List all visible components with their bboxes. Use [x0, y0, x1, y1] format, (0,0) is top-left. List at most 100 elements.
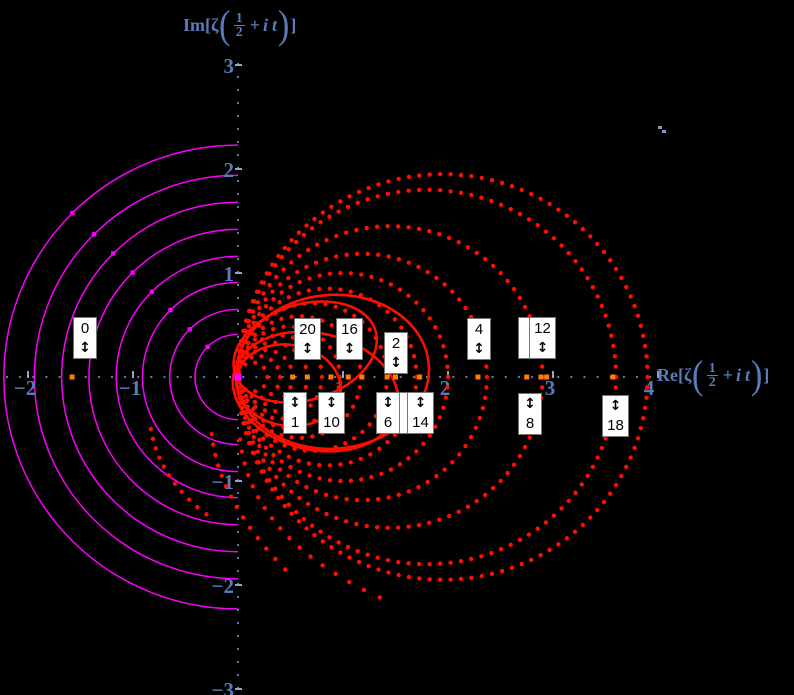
red-dot	[645, 364, 650, 369]
red-dot	[278, 282, 283, 287]
y-tick-mark	[235, 688, 242, 690]
t-control-box-16[interactable]: 16 ↕	[336, 318, 363, 360]
t-control-box-20[interactable]: 20 ↕	[294, 318, 321, 360]
x-axis-dot	[504, 376, 507, 378]
red-dot	[477, 415, 482, 421]
red-dot	[246, 308, 252, 314]
red-dot	[296, 458, 301, 463]
t-control-box-2[interactable]: 2 ↕	[384, 332, 408, 374]
y-axis-dot	[237, 556, 239, 559]
updown-arrow-icon[interactable]: ↕	[382, 395, 394, 411]
updown-arrow-icon[interactable]: ↕	[325, 395, 338, 411]
y-axis-dot	[237, 621, 239, 624]
locator-marker[interactable]	[610, 374, 616, 380]
y-tick-mark	[235, 584, 242, 586]
red-dot	[599, 303, 605, 309]
locator-marker[interactable]	[290, 374, 296, 380]
locator-marker[interactable]	[544, 374, 550, 380]
red-dot	[320, 563, 325, 568]
red-dot	[427, 577, 432, 582]
locator-marker[interactable]	[538, 374, 544, 380]
red-dot	[211, 442, 216, 447]
x-tick-mark	[342, 371, 344, 378]
red-dot	[345, 544, 351, 550]
updown-arrow-icon[interactable]: ↕	[473, 341, 485, 357]
t-control-box-10[interactable]: ↕ 10	[318, 392, 345, 434]
x-axis-dot	[334, 376, 337, 378]
red-dot	[320, 337, 326, 342]
red-dot	[376, 567, 381, 572]
red-dot	[327, 271, 333, 277]
y-axis-dot	[237, 517, 239, 520]
locator-marker[interactable]	[417, 374, 423, 380]
updown-arrow-icon[interactable]: ↕	[536, 340, 549, 356]
red-dot	[261, 291, 266, 296]
y-axis-dot	[237, 88, 239, 91]
updown-arrow-icon[interactable]: ↕	[414, 395, 427, 411]
locator-marker[interactable]	[475, 374, 481, 380]
y-axis-dot	[237, 218, 239, 221]
red-dot	[375, 194, 380, 199]
red-dot	[368, 452, 373, 457]
red-dot	[499, 568, 505, 574]
red-dot	[366, 563, 371, 569]
locator-marker[interactable]	[359, 374, 365, 380]
red-dot	[347, 579, 352, 585]
y-axis-dot	[237, 673, 239, 676]
locator-marker[interactable]	[384, 374, 390, 380]
control-value: 16	[341, 321, 358, 338]
red-dot	[343, 441, 348, 446]
locator-marker[interactable]	[345, 374, 351, 380]
locator-marker[interactable]	[328, 374, 334, 380]
locator-marker[interactable]	[393, 374, 398, 380]
t-control-box-6[interactable]: ↕ 6	[376, 392, 400, 434]
x-tick-label: −1	[119, 376, 141, 400]
red-dot	[150, 436, 156, 442]
red-dot	[304, 484, 309, 490]
red-dot	[416, 226, 422, 232]
updown-arrow-icon[interactable]: ↕	[343, 341, 356, 357]
y-axis-dot	[237, 491, 239, 494]
updown-arrow-icon[interactable]: ↕	[524, 396, 536, 412]
t-control-box-4[interactable]: 4 ↕	[467, 318, 491, 360]
t-control-box-18[interactable]: ↕ 18	[602, 395, 629, 437]
locator-marker[interactable]	[524, 374, 530, 380]
x-axis-dot	[124, 376, 127, 378]
locator-marker[interactable]	[69, 374, 75, 380]
red-dot	[288, 284, 293, 290]
red-dot	[327, 286, 333, 291]
t-control-box-12[interactable]: 12 ↕	[529, 317, 556, 359]
red-dot	[338, 550, 343, 555]
updown-arrow-icon[interactable]: ↕	[289, 395, 301, 411]
red-dot	[243, 318, 249, 323]
x-tick-label: 3	[545, 376, 556, 400]
updown-arrow-icon[interactable]: ↕	[390, 355, 402, 371]
red-dot	[237, 437, 243, 442]
t-control-box-8[interactable]: ↕ 8	[518, 393, 542, 435]
red-dot	[273, 349, 278, 355]
t-control-box-1[interactable]: ↕ 1	[283, 392, 307, 434]
red-dot	[305, 247, 311, 253]
t-control-box-0[interactable]: 0 ↕	[73, 317, 97, 359]
y-tick-label: −3	[212, 678, 234, 695]
red-dot	[254, 460, 260, 465]
red-dot	[282, 245, 287, 251]
magenta-point-marker	[91, 232, 97, 237]
red-dot	[388, 467, 394, 472]
updown-arrow-icon[interactable]: ↕	[79, 340, 91, 356]
t-control-box-14[interactable]: ↕ 14	[407, 392, 434, 434]
red-dot	[385, 309, 390, 314]
red-dot	[508, 206, 513, 212]
x-axis-dot	[97, 376, 100, 378]
red-dot	[253, 360, 258, 365]
red-dot	[416, 561, 422, 567]
updown-arrow-icon[interactable]: ↕	[609, 398, 622, 414]
x-axis-dot	[570, 376, 573, 378]
red-dot	[355, 548, 360, 554]
red-dot	[377, 595, 382, 600]
red-dot	[385, 224, 390, 229]
imaginary-unit: i	[736, 364, 742, 385]
locator-marker[interactable]	[304, 374, 310, 380]
updown-arrow-icon[interactable]: ↕	[301, 341, 314, 357]
